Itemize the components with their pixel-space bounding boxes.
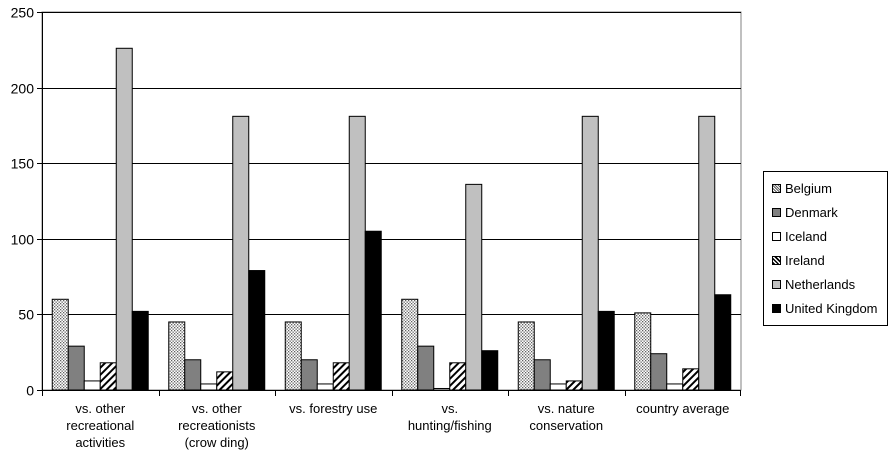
- y-tick-label: 200: [11, 81, 35, 97]
- legend-swatch: [772, 303, 781, 313]
- bar-iceland: [200, 383, 218, 391]
- legend-item: Denmark: [772, 204, 838, 220]
- x-category-label: recreationists: [178, 418, 256, 433]
- bar-belgium: [51, 298, 69, 391]
- x-category-label: conservation: [529, 418, 603, 433]
- legend-item: Ireland: [772, 252, 825, 268]
- legend-swatch: [772, 207, 781, 217]
- bar-iceland: [549, 383, 567, 391]
- legend-label: Belgium: [785, 180, 832, 196]
- bar-iceland: [83, 380, 101, 391]
- legend-swatch: [772, 279, 781, 289]
- bar-netherlands: [698, 115, 716, 391]
- legend-item: Netherlands: [772, 276, 855, 292]
- plot-area: [41, 11, 742, 391]
- x-category-label: hunting/fishing: [408, 418, 492, 433]
- bar-united-kingdom: [131, 310, 149, 391]
- legend-swatch: [772, 231, 781, 241]
- x-category-label: vs.: [441, 401, 458, 416]
- bar-netherlands: [465, 183, 483, 391]
- bar-netherlands: [115, 47, 133, 391]
- bar-ireland: [216, 371, 234, 391]
- x-category-label: activities: [75, 435, 125, 450]
- x-category-label: (crow ding): [185, 435, 249, 450]
- bar-ireland: [449, 362, 467, 391]
- legend: Belgium Denmark Iceland Ireland Netherlands U…: [763, 171, 888, 326]
- bar-ireland: [565, 380, 583, 391]
- x-category-label: recreational: [66, 418, 134, 433]
- x-category-label: vs. nature: [538, 401, 595, 416]
- bar-denmark: [417, 345, 435, 391]
- y-tick-label: 50: [18, 307, 34, 323]
- x-category-label: vs. forestry use: [289, 401, 377, 416]
- legend-label: Denmark: [785, 204, 838, 220]
- x-category-label: vs. other: [75, 401, 126, 416]
- x-category-label: country average: [636, 401, 729, 416]
- legend-swatch: [772, 255, 781, 265]
- bar-belgium: [168, 321, 186, 391]
- legend-item: United Kingdom: [772, 300, 878, 316]
- legend-item: Belgium: [772, 180, 832, 196]
- bar-denmark: [650, 353, 668, 391]
- legend-label: Netherlands: [785, 276, 856, 292]
- bar-iceland: [433, 387, 451, 391]
- bar-denmark: [300, 359, 318, 391]
- bar-united-kingdom: [714, 294, 732, 391]
- legend-item: Iceland: [772, 228, 827, 244]
- bar-ireland: [99, 362, 117, 391]
- y-tick-label: 100: [11, 232, 35, 248]
- bar-ireland: [332, 362, 350, 391]
- y-tick-label: 150: [11, 156, 35, 172]
- legend-swatch: [772, 183, 781, 193]
- x-category-label: vs. other: [192, 401, 243, 416]
- legend-label: Ireland: [785, 252, 825, 268]
- bar-iceland: [316, 383, 334, 391]
- bar-netherlands: [348, 115, 366, 391]
- bar-belgium: [284, 321, 302, 391]
- legend-label: Iceland: [785, 228, 827, 244]
- bar-belgium: [401, 298, 419, 391]
- bar-netherlands: [232, 115, 250, 391]
- bar-united-kingdom: [248, 270, 266, 391]
- bar-iceland: [666, 383, 684, 391]
- bar-ireland: [682, 368, 700, 391]
- y-tick-label: 0: [26, 383, 34, 399]
- bar-denmark: [533, 359, 551, 391]
- bar-denmark: [184, 359, 202, 391]
- legend-label: United Kingdom: [785, 300, 878, 316]
- bar-united-kingdom: [597, 310, 615, 391]
- bar-belgium: [517, 321, 535, 391]
- bar-united-kingdom: [364, 230, 382, 391]
- bar-united-kingdom: [481, 350, 499, 391]
- y-tick-label: 250: [11, 5, 35, 21]
- bar-belgium: [634, 312, 652, 391]
- bar-denmark: [67, 345, 85, 391]
- bar-netherlands: [581, 115, 599, 391]
